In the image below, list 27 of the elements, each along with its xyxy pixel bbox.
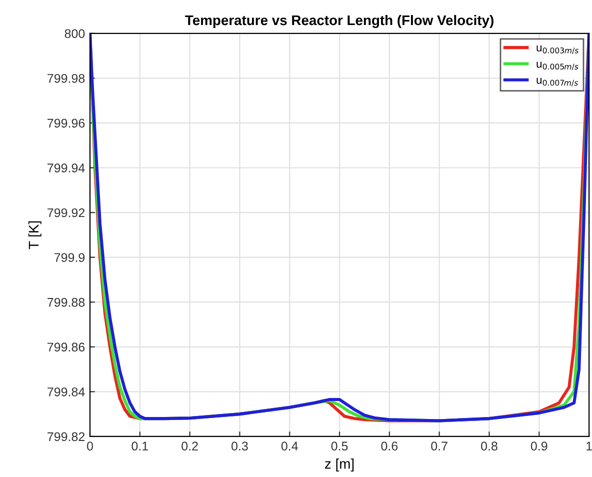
y-tick-label: 799.96 [48,118,85,128]
x-tick-label: 0.5 [331,442,348,450]
legend-label: u$_{0.007m/s}$ [536,78,578,86]
y-tick-label: 799.94 [48,164,85,172]
x-tick-label: 0.7 [431,442,448,450]
chart-title: Temperature vs Reactor Length (Flow Velocity) [185,14,494,28]
x-axis-title: z [m] [325,458,354,472]
x-tick-label: 0.2 [182,442,198,450]
y-axis-title: T [K] [28,221,42,250]
y-tick-label: 799.84 [48,387,85,396]
y-tick-label: 799.98 [48,74,85,83]
x-tick-label: 0.4 [281,442,298,450]
x-tick-label: 0.1 [132,442,148,450]
x-tick-label: 0 [86,442,93,450]
x-tick-label: 0.9 [530,442,548,450]
y-tick-label: 799.92 [48,208,84,218]
legend-label: u$_{0.003m/s}$ [536,46,579,54]
x-tick-label: 0.6 [381,442,398,450]
x-tick-label: 0.8 [481,442,498,450]
x-tick-label: 1 [586,442,592,450]
y-tick-label: 799.88 [48,298,85,307]
y-tick-label: 800 [64,29,85,38]
y-tick-label: 799.86 [48,342,85,352]
x-tick-label: 0.3 [232,442,248,450]
y-tick-label: 799.9 [54,253,85,262]
legend-label: u$_{0.005m/s}$ [536,62,578,70]
y-tick-label: 799.82 [48,432,84,442]
